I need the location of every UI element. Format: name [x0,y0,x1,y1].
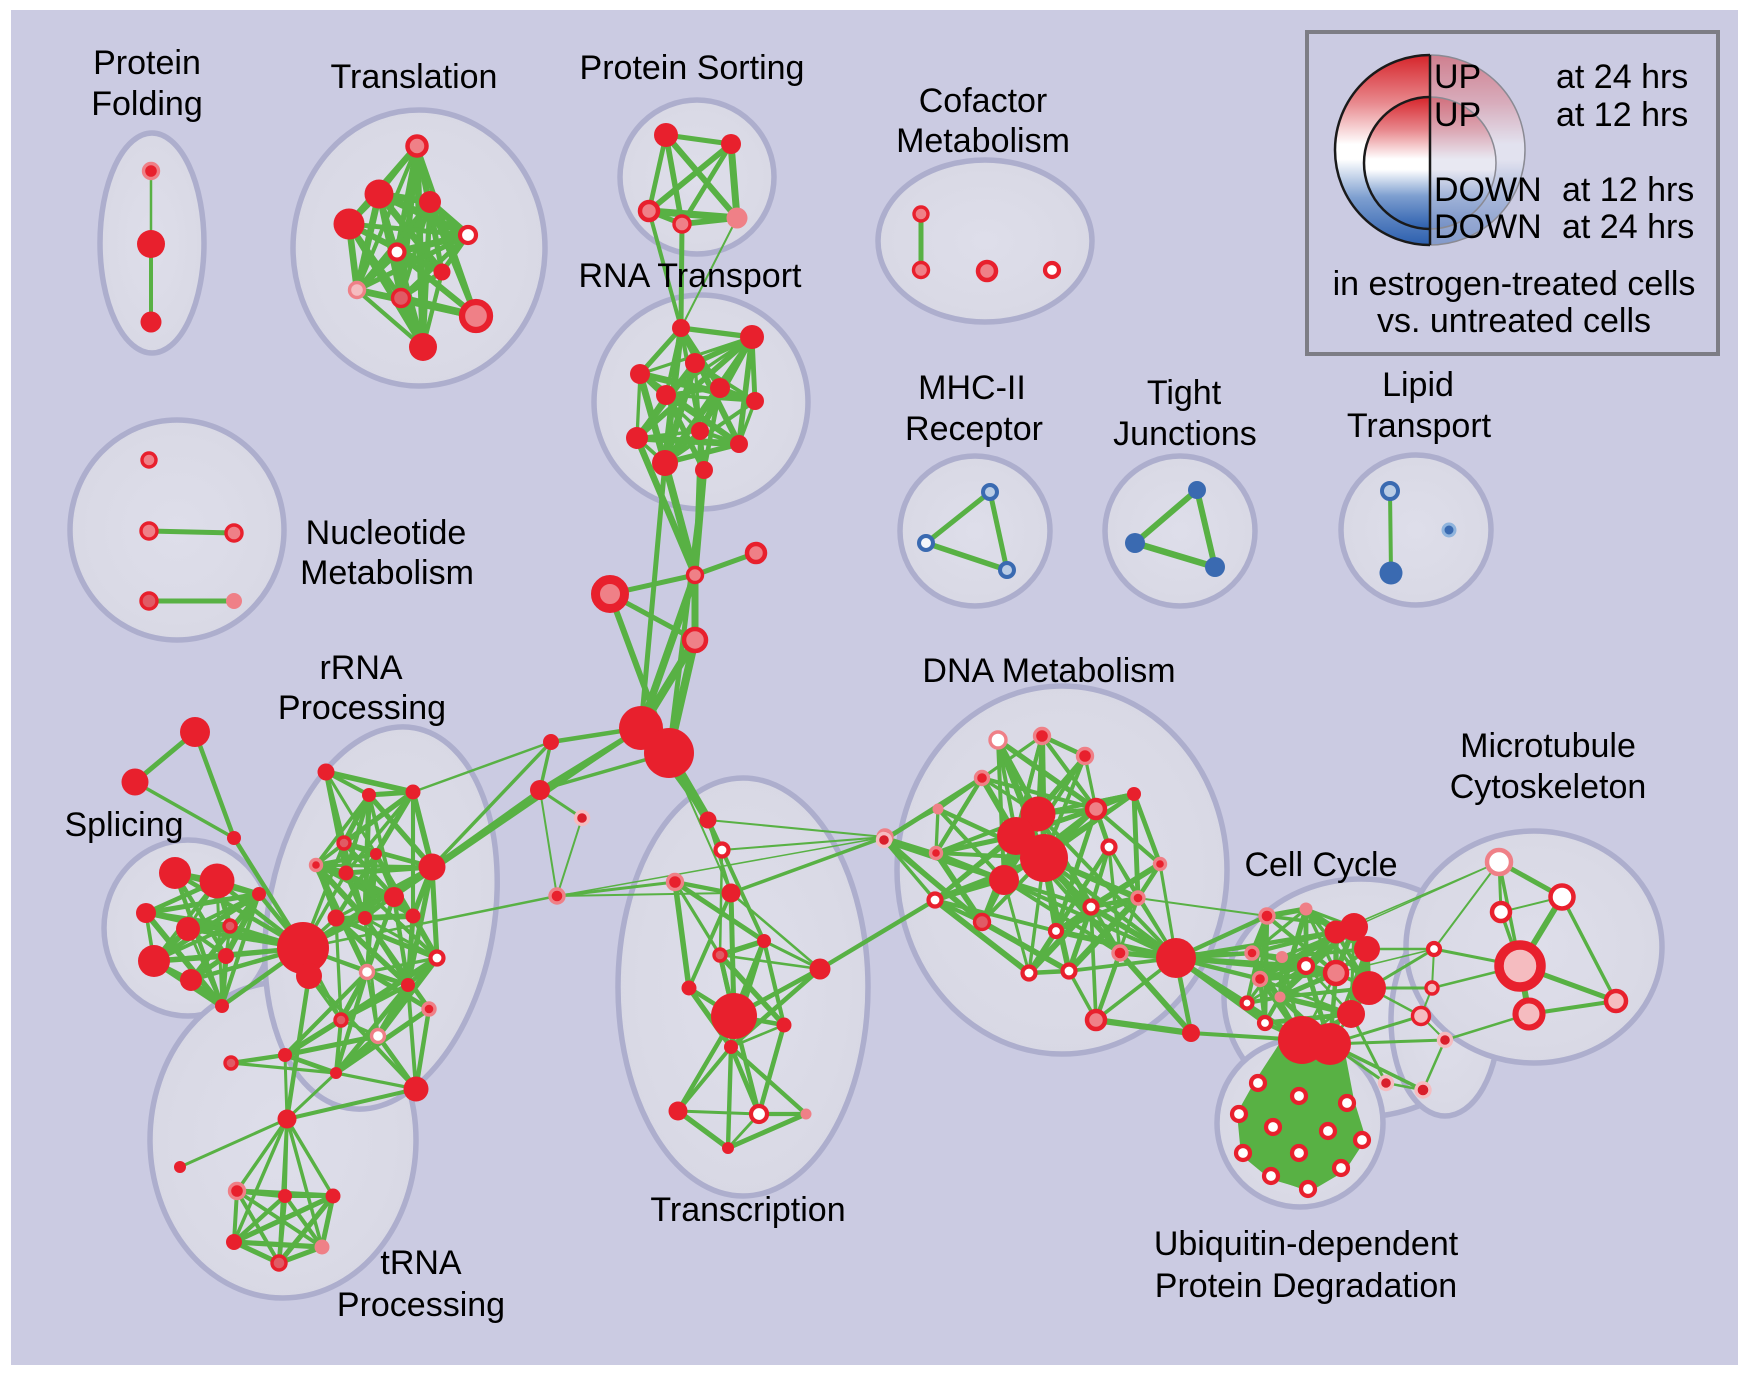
svg-text:Nucleotide: Nucleotide [306,514,467,552]
svg-text:RNA Transport: RNA Transport [579,257,803,295]
svg-text:Splicing: Splicing [64,806,183,844]
svg-text:at 24 hrs: at 24 hrs [1556,58,1688,96]
svg-text:Cell Cycle: Cell Cycle [1244,846,1397,884]
svg-text:Protein Degradation: Protein Degradation [1155,1267,1457,1305]
svg-text:at 12 hrs: at 12 hrs [1556,96,1688,134]
svg-text:Protein: Protein [93,44,201,82]
svg-text:Microtubule: Microtubule [1460,727,1636,765]
svg-text:DOWN: DOWN [1434,208,1542,246]
svg-text:MHC-II: MHC-II [918,369,1026,407]
svg-text:Transport: Transport [1347,407,1492,445]
svg-text:Cytoskeleton: Cytoskeleton [1450,768,1647,806]
svg-text:Ubiquitin-dependent: Ubiquitin-dependent [1154,1225,1459,1263]
svg-text:at 12 hrs: at 12 hrs [1562,171,1694,209]
svg-text:Metabolism: Metabolism [300,554,474,592]
svg-text:Protein Sorting: Protein Sorting [580,49,805,87]
svg-text:Lipid: Lipid [1382,366,1454,404]
svg-text:Metabolism: Metabolism [896,122,1070,160]
svg-text:Junctions: Junctions [1113,415,1257,453]
svg-text:in estrogen-treated cells: in estrogen-treated cells [1333,265,1696,303]
svg-text:Translation: Translation [331,58,498,96]
svg-text:Processing: Processing [278,689,446,727]
svg-text:DOWN: DOWN [1434,171,1542,209]
svg-text:UP: UP [1434,96,1481,134]
svg-text:Cofactor: Cofactor [919,82,1048,120]
svg-text:Folding: Folding [91,85,203,123]
svg-text:at 24 hrs: at 24 hrs [1562,208,1694,246]
svg-text:DNA Metabolism: DNA Metabolism [922,652,1175,690]
svg-text:tRNA: tRNA [380,1244,462,1282]
svg-text:rRNA: rRNA [319,649,402,687]
svg-text:Receptor: Receptor [905,410,1043,448]
svg-text:Tight: Tight [1147,374,1222,412]
svg-text:UP: UP [1434,58,1481,96]
svg-text:Transcription: Transcription [650,1191,845,1229]
svg-text:vs. untreated cells: vs. untreated cells [1377,302,1651,340]
svg-text:Processing: Processing [337,1286,505,1324]
